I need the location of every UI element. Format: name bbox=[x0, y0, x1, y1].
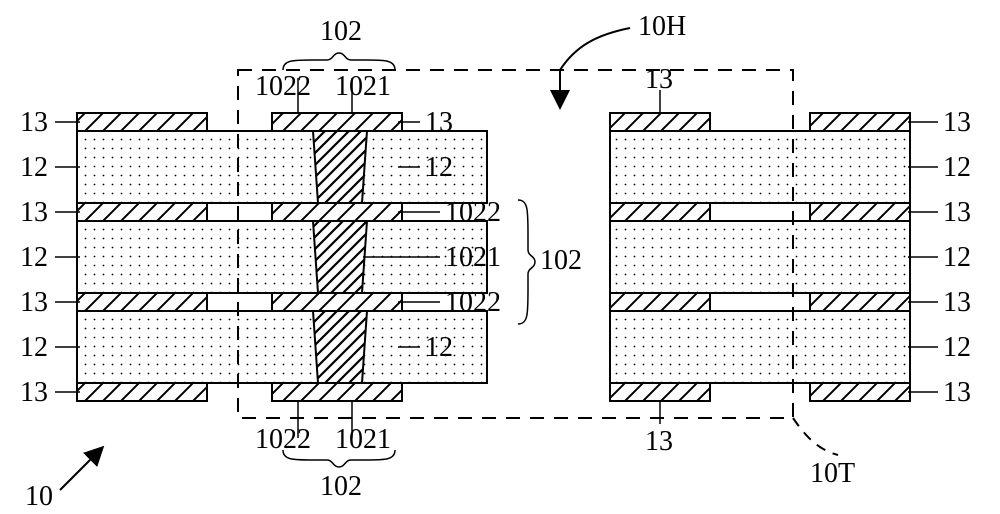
lbl-ri-13b: 13 bbox=[645, 426, 673, 457]
strip-13-tl bbox=[77, 113, 207, 131]
diagram-root: 10H 10T 102 1022 1021 102 1022 1021 102 … bbox=[0, 0, 1000, 514]
label-10H: 10H bbox=[638, 11, 686, 42]
lbl-m-12b: 12 bbox=[425, 332, 453, 363]
mid-brace-102: 102 bbox=[518, 200, 582, 324]
label-bot-1021: 1021 bbox=[335, 424, 391, 455]
strip-13-ml1 bbox=[77, 203, 207, 221]
r-strip-13-m1r bbox=[810, 203, 910, 221]
via-1021-mid bbox=[313, 221, 367, 293]
lbl-fr-12a: 12 bbox=[943, 152, 971, 183]
r-strip-13-m2r bbox=[810, 293, 910, 311]
via-1021-top bbox=[313, 131, 367, 203]
lbl-m-1021a: 1021 bbox=[445, 242, 501, 273]
r-strip-13-br bbox=[810, 383, 910, 401]
lbl-fr-13c: 13 bbox=[943, 287, 971, 318]
lbl-l-12b: 12 bbox=[20, 242, 48, 273]
lbl-m-1022a: 1022 bbox=[445, 197, 501, 228]
label-top-1021: 1021 bbox=[335, 71, 391, 102]
strip-1022-m1 bbox=[272, 203, 402, 221]
r-strip-13-bl bbox=[610, 383, 710, 401]
callout-10T: 10T bbox=[793, 418, 855, 489]
r-layer-12-1 bbox=[610, 131, 910, 203]
lbl-ri-13a: 13 bbox=[645, 64, 673, 95]
r-strip-13-tr bbox=[810, 113, 910, 131]
r-layer-12-2 bbox=[610, 221, 910, 293]
far-right-labels: 13 12 13 12 13 12 13 bbox=[908, 107, 971, 408]
label-mid-102: 102 bbox=[540, 245, 582, 276]
lbl-l-13d: 13 bbox=[20, 377, 48, 408]
r-strip-13-tl bbox=[610, 113, 710, 131]
lbl-fr-12c: 12 bbox=[943, 332, 971, 363]
strip-13-ml2 bbox=[77, 293, 207, 311]
strip-1022-m2 bbox=[272, 293, 402, 311]
lbl-l-12a: 12 bbox=[20, 152, 48, 183]
strip-1022-top bbox=[272, 113, 402, 131]
lbl-fr-13d: 13 bbox=[943, 377, 971, 408]
lbl-l-12c: 12 bbox=[20, 332, 48, 363]
strip-1022-bot bbox=[272, 383, 402, 401]
lbl-fr-12b: 12 bbox=[943, 242, 971, 273]
r-layer-12-3 bbox=[610, 311, 910, 383]
strip-13-bl bbox=[77, 383, 207, 401]
origin-arrow: 10 bbox=[25, 450, 100, 512]
bottom-brace-102: 102 1022 1021 bbox=[255, 401, 395, 502]
label-bot-102: 102 bbox=[320, 471, 362, 502]
label-top-1022: 1022 bbox=[255, 71, 311, 102]
lbl-l-13b: 13 bbox=[20, 197, 48, 228]
label-10T: 10T bbox=[810, 458, 855, 489]
lbl-m-12a: 12 bbox=[425, 152, 453, 183]
r-strip-13-m2l bbox=[610, 293, 710, 311]
lbl-fr-13b: 13 bbox=[943, 197, 971, 228]
via-1021-bot bbox=[313, 311, 367, 383]
lbl-fr-13a: 13 bbox=[943, 107, 971, 138]
lbl-l-13a: 13 bbox=[20, 107, 48, 138]
lbl-m-1022b: 1022 bbox=[445, 287, 501, 318]
label-top-102: 102 bbox=[320, 16, 362, 47]
r-strip-13-m1l bbox=[610, 203, 710, 221]
label-10: 10 bbox=[25, 481, 53, 512]
lbl-m-13a: 13 bbox=[425, 107, 453, 138]
label-bot-1022: 1022 bbox=[255, 424, 311, 455]
left-labels: 13 12 13 12 13 12 13 bbox=[20, 107, 80, 408]
lbl-l-13c: 13 bbox=[20, 287, 48, 318]
stage-right bbox=[610, 113, 910, 401]
top-brace-102: 102 1022 1021 bbox=[255, 16, 395, 113]
